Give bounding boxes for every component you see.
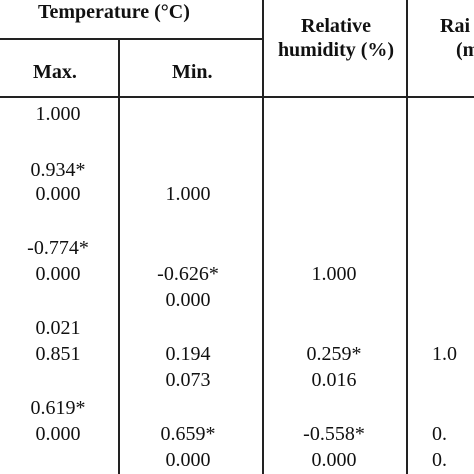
cell-max-row-11: 0.000	[35, 423, 81, 445]
cell-min-row-6: 0.000	[165, 289, 211, 311]
cell-rain-row-12: 0.	[432, 449, 447, 471]
temperature-group-header: Temperature (°C)	[38, 2, 190, 22]
relative-humidity-header: Relative humidity (%)	[264, 14, 408, 62]
rainfall-header: Rai (m	[440, 14, 474, 62]
cell-max-row-5: 0.000	[35, 263, 81, 285]
max-header-label: Max.	[33, 61, 77, 83]
temperature-subheader-rule	[0, 38, 262, 40]
cell-min-row-11: 0.659*	[160, 423, 216, 445]
cell-min-row-9: 0.073	[165, 369, 211, 391]
cell-rh-row-11: -0.558*	[303, 423, 365, 445]
col-separator-rh-rain	[406, 0, 408, 474]
cell-max-row-1: 1.000	[35, 103, 81, 125]
rainfall-line-2: (m	[456, 39, 474, 61]
min-header: Min.	[172, 62, 213, 82]
cell-max-row-8: 0.851	[35, 343, 81, 365]
max-header: Max.	[33, 62, 77, 82]
rainfall-line-1: Rai	[440, 15, 470, 37]
col-separator-min-rh	[262, 0, 264, 474]
cell-rh-row-5: 1.000	[311, 263, 357, 285]
relative-humidity-line-1: Relative	[301, 15, 371, 37]
cell-min-row-12: 0.000	[165, 449, 211, 471]
cell-min-row-5: -0.626*	[157, 263, 219, 285]
cell-min-row-3: 1.000	[165, 183, 211, 205]
cell-rh-row-8: 0.259*	[306, 343, 362, 365]
cell-rain-row-8: 1.0	[432, 343, 457, 365]
cell-max-row-3: 0.000	[35, 183, 81, 205]
cell-max-row-4: -0.774*	[27, 237, 89, 259]
header-bottom-rule	[0, 96, 474, 98]
cell-min-row-8: 0.194	[165, 343, 211, 365]
cell-rh-row-12: 0.000	[311, 449, 357, 471]
cell-rain-row-11: 0.	[432, 423, 447, 445]
col-separator-max-min	[118, 38, 120, 474]
temperature-group-label: Temperature (°C)	[38, 1, 190, 23]
cell-max-row-10: 0.619*	[30, 397, 86, 419]
cell-max-row-7: 0.021	[35, 317, 81, 339]
cell-rh-row-9: 0.016	[311, 369, 357, 391]
relative-humidity-line-2: humidity (%)	[277, 39, 395, 61]
min-header-label: Min.	[172, 61, 213, 83]
cell-max-row-2: 0.934*	[30, 159, 86, 181]
